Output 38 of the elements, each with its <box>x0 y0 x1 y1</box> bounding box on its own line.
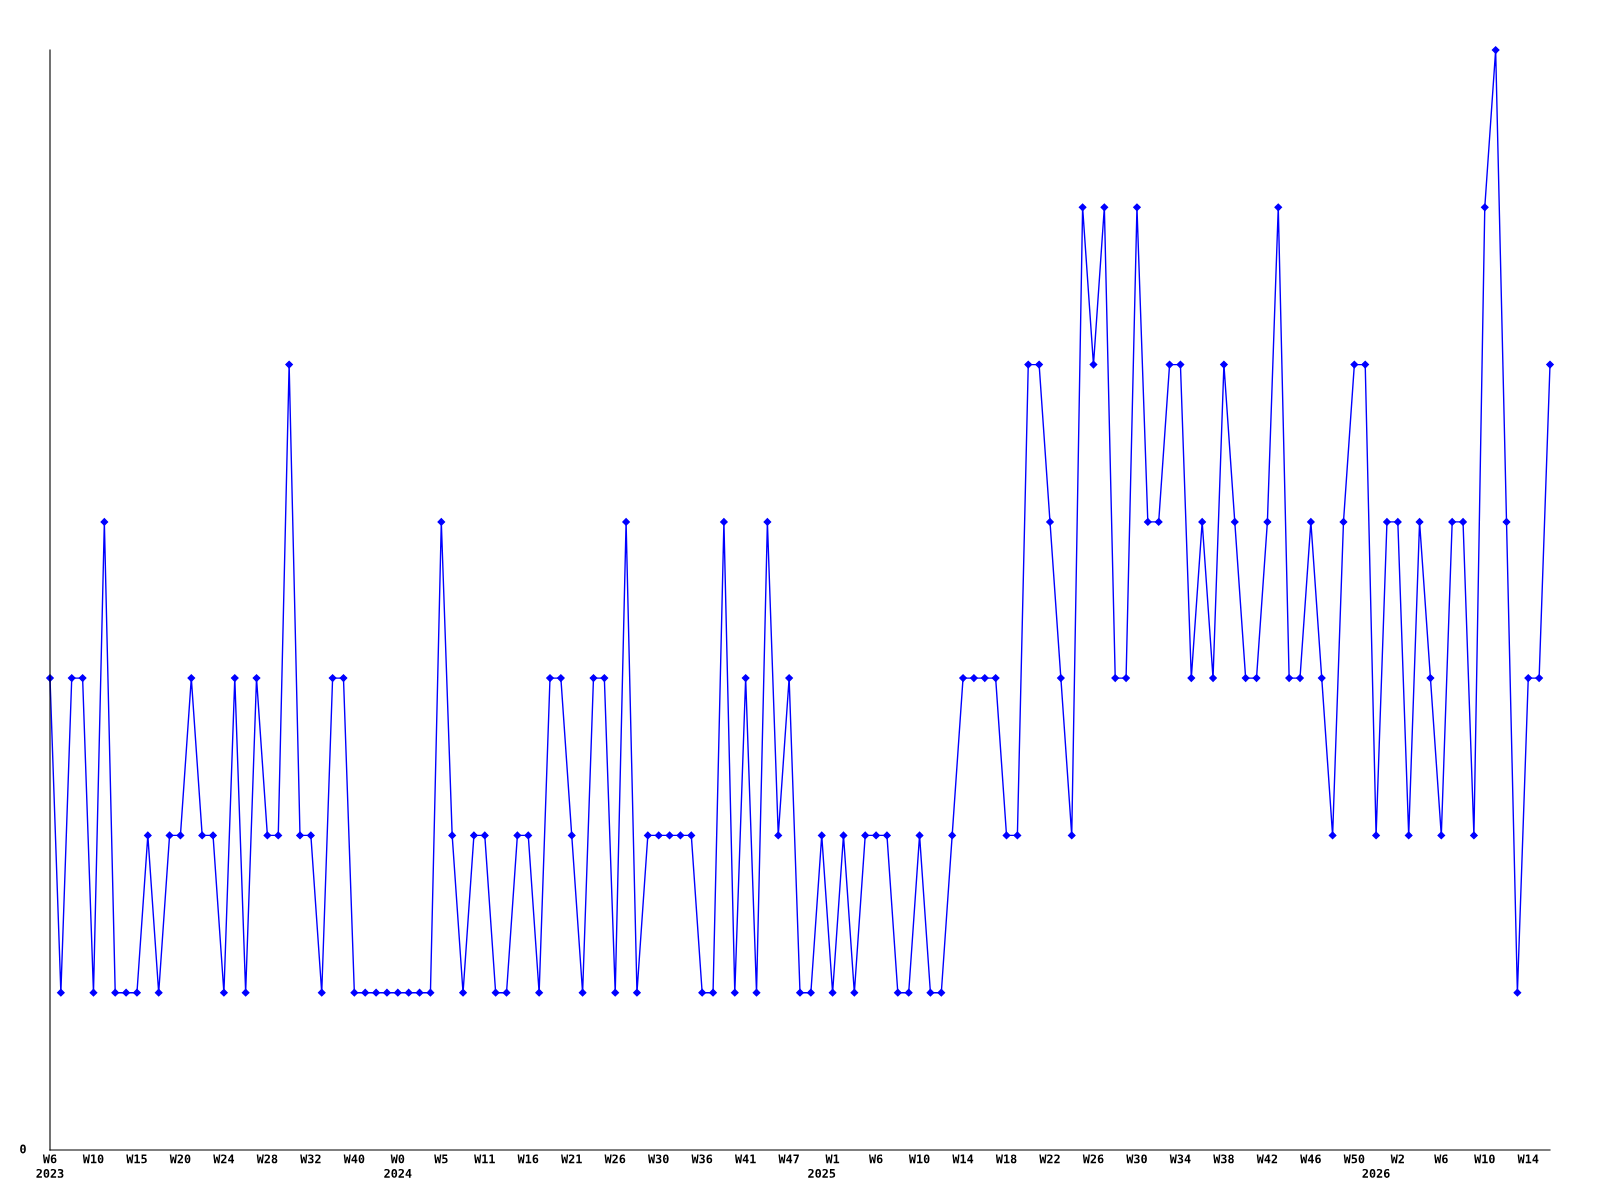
x-tick-label: W26 <box>1082 1154 1104 1164</box>
x-tick-label: W18 <box>995 1154 1017 1164</box>
x-tick-label: W47 <box>778 1154 799 1164</box>
x-tick-label: W6 2023 <box>36 1154 64 1178</box>
x-tick-label: W10 <box>908 1154 930 1164</box>
x-tick-label: W42 <box>1256 1154 1278 1164</box>
x-tick-label: W20 <box>169 1154 191 1164</box>
x-tick-label: 2025 <box>808 1168 836 1178</box>
x-tick-label: W22 <box>1039 1154 1060 1164</box>
x-tick-label: W14 <box>1517 1154 1539 1164</box>
x-tick-label: W46 <box>1300 1154 1321 1164</box>
x-tick-label: W10 <box>82 1154 104 1164</box>
x-tick-label: W34 <box>1169 1154 1191 1164</box>
x-tick-label: W1 <box>825 1154 840 1164</box>
x-tick-label: W24 <box>213 1154 235 1164</box>
x-tick-label: W21 <box>561 1154 582 1164</box>
x-tick-label: W38 <box>1213 1154 1234 1164</box>
x-tick-label: W41 <box>734 1154 756 1164</box>
x-tick-label: W11 <box>474 1154 495 1164</box>
x-tick-label: 2026 <box>1362 1168 1390 1178</box>
x-tick-label: W30 <box>648 1154 669 1164</box>
x-tick-label: W16 <box>517 1154 539 1164</box>
x-tick-label: W50 <box>1343 1154 1365 1164</box>
x-tick-label: W36 <box>691 1154 713 1164</box>
x-tick-label: W14 <box>952 1154 974 1164</box>
x-tick-label: W26 <box>604 1154 626 1164</box>
x-tick-label: W10 <box>1474 1154 1495 1164</box>
x-tick-label: W28 <box>256 1154 278 1164</box>
x-tick-label: W15 <box>126 1154 147 1164</box>
x-tick-label: W2 <box>1390 1154 1404 1164</box>
text: 0 <box>20 1144 26 1154</box>
x-tick-label: W32 <box>300 1154 321 1164</box>
x-tick-label: W40 <box>343 1154 365 1164</box>
x-tick-label: W5 <box>434 1154 448 1164</box>
x-tick-label: W6 <box>868 1154 883 1164</box>
x-tick-label: W6 <box>1434 1154 1448 1164</box>
x-tick-label: W30 <box>1126 1154 1147 1164</box>
x-tick-label: W0 2024 <box>384 1154 412 1178</box>
